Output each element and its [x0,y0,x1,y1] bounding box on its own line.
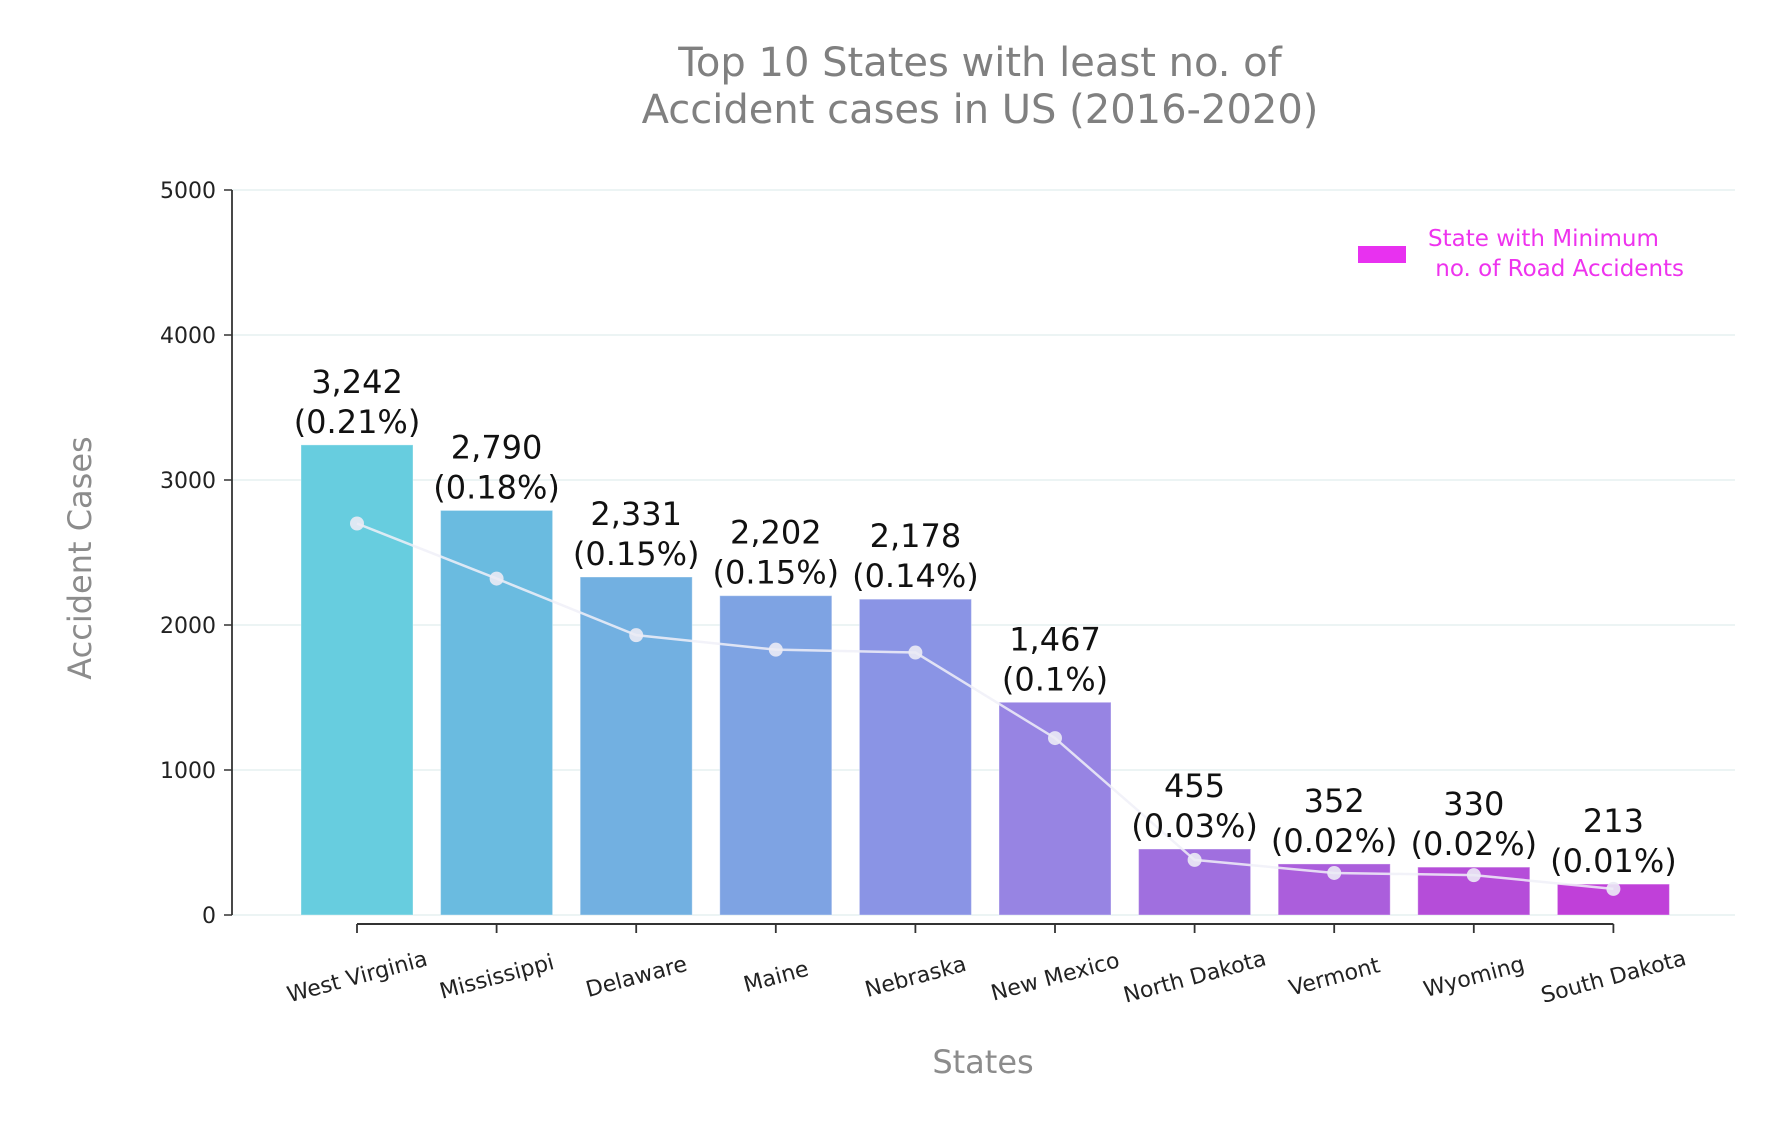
trend-marker [1606,881,1621,896]
bar-value-label: 1,467 [1009,620,1101,658]
bar-value-label: 2,178 [870,517,962,555]
x-tick-label: North Dakota [1121,946,1269,1008]
x-tick-label: South Dakota [1539,946,1689,1009]
y-tick-label: 0 [202,904,216,929]
trend-marker [489,571,504,586]
bar-value-label: 352 [1304,782,1365,820]
bar-value-label: 330 [1443,785,1504,823]
chart-title: Top 10 States with least no. of Accident… [0,40,1778,134]
bar-percent-label: (0.21%) [294,403,421,441]
chart-title-line-1: Top 10 States with least no. of [678,40,1282,86]
x-tick-label: Delaware [583,952,690,1003]
bar-percent-label: (0.14%) [852,557,979,595]
bar-percent-label: (0.1%) [1002,660,1108,698]
trend-marker [768,642,783,657]
trend-marker [350,516,364,531]
trend-marker [1327,865,1342,880]
bar-value-label: 3,242 [311,363,403,401]
y-tick-label: 1000 [160,759,216,784]
chart-title-line-2: Accident cases in US (2016-2020) [641,87,1319,133]
bar-percent-label: (0.01%) [1550,842,1677,880]
bar-percent-label: (0.18%) [433,468,560,506]
bar-value-label: 213 [1583,802,1644,840]
y-tick-label: 2000 [160,614,216,639]
y-tick-label: 5000 [160,179,216,204]
bar-value-label: 455 [1164,767,1225,805]
bar [579,576,693,916]
bar-percent-label: (0.15%) [573,535,700,573]
bar [300,444,414,916]
bar-percent-label: (0.02%) [1410,825,1537,863]
bar-value-label: 2,331 [590,495,682,533]
x-axis-label: States [932,1043,1034,1081]
trend-line [356,522,1614,891]
trend-marker [1466,868,1481,883]
bar-percent-label: (0.02%) [1271,822,1398,860]
x-tick-label: Mississippi [437,950,557,1004]
bar [440,509,554,916]
x-tick-label: Wyoming [1421,952,1527,1003]
x-tick-label: Vermont [1286,953,1383,1001]
y-tick-label: 4000 [160,324,216,349]
x-tick-label: New Mexico [989,948,1123,1006]
bar-value-label: 2,790 [451,428,543,466]
bar-percent-label: (0.03%) [1131,807,1258,845]
x-tick-label: Nebraska [862,952,969,1003]
y-tick-label: 3000 [160,469,216,494]
bar-percent-label: (0.15%) [712,554,839,592]
trend-marker [1187,852,1202,867]
trend-marker [629,628,644,643]
x-tick-label: West Virginia [285,947,431,1008]
trend-marker [908,645,923,660]
legend-color-patch [1358,246,1406,263]
legend-label: State with Minimum no. of Road Accidents [1428,226,1685,282]
y-axis-label: Accident Cases [61,436,99,680]
x-tick-label: Maine [741,957,811,998]
bar-value-label: 2,202 [730,514,822,552]
trend-marker [1048,731,1062,746]
